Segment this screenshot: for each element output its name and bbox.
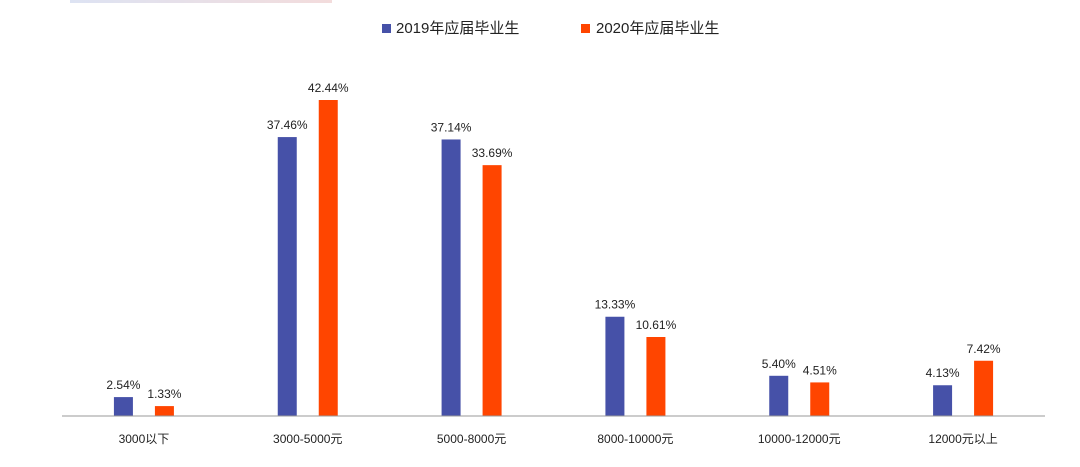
top-accent-bar	[70, 0, 332, 3]
x-tick-label-5: 12000元以上	[928, 432, 997, 446]
x-tick-label-1: 3000-5000元	[273, 432, 342, 446]
bar-s0-c3	[605, 316, 625, 416]
value-label-s0-c4: 5.40%	[762, 357, 796, 371]
bar-s1-c3	[646, 337, 666, 416]
x-tick-label-3: 8000-10000元	[597, 432, 673, 446]
value-label-s0-c3: 13.33%	[595, 298, 636, 312]
bar-s1-c1	[318, 100, 338, 416]
legend-swatch-2020	[581, 24, 590, 33]
bar-s1-c0	[154, 406, 174, 416]
bar-s0-c0	[113, 397, 133, 416]
legend-label-2020: 2020年应届毕业生	[596, 19, 719, 37]
bar-s1-c5	[974, 360, 994, 416]
value-label-s0-c5: 4.13%	[926, 366, 960, 380]
bar-s0-c1	[277, 137, 297, 416]
bar-s1-c2	[482, 165, 502, 416]
value-labels: 2.54% 1.33% 37.46% 42.44% 37.14%33.69% 13.33%…	[106, 81, 1001, 401]
value-label-s1-c2: 33.69%	[472, 146, 513, 160]
legend-label-2019: 2019年应届毕业生	[396, 19, 519, 37]
value-label-s1-c1: 42.44%	[308, 81, 349, 95]
x-tick-label-0: 3000以下	[119, 432, 170, 446]
value-label-s0-c2: 37.14%	[431, 120, 472, 134]
x-tick-label-2: 5000-8000元	[437, 432, 506, 446]
bar-s0-c4	[769, 375, 789, 416]
value-label-s1-c0: 1.33%	[147, 387, 181, 401]
value-label-s1-c3: 10.61%	[636, 318, 677, 332]
x-tick-label-4: 10000-12000元	[758, 432, 841, 446]
value-label-s1-c5: 7.42%	[967, 342, 1001, 356]
x-axis-ticks: 3000以下 3000-5000元 5000-8000元 8000-10000元 100…	[119, 432, 998, 446]
legend: 2019年应届毕业生 2020年应届毕业生	[382, 19, 719, 37]
bars	[113, 100, 994, 416]
legend-swatch-2019	[382, 24, 391, 33]
value-label-s1-c4: 4.51%	[803, 363, 837, 377]
bar-s0-c5	[933, 385, 953, 416]
value-label-s0-c1: 37.46%	[267, 118, 308, 132]
bar-s1-c4	[810, 382, 830, 416]
value-label-s0-c0: 2.54%	[106, 378, 140, 392]
bar-s0-c2	[441, 139, 461, 416]
